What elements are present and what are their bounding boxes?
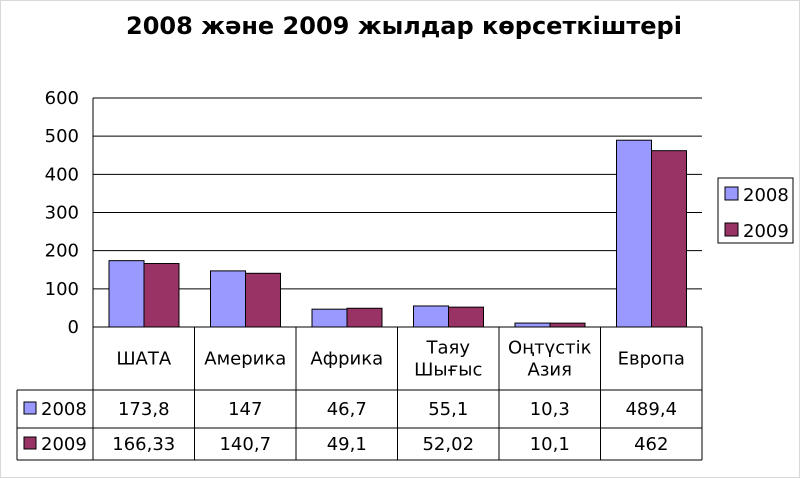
data-label: 52,02 xyxy=(422,434,474,455)
bar xyxy=(413,305,449,328)
y-tick-label: 0 xyxy=(68,317,79,338)
category-label: Америка xyxy=(204,349,286,370)
bar xyxy=(143,263,180,328)
y-tick-label: 100 xyxy=(45,279,79,300)
y-tick-label: 200 xyxy=(45,241,79,262)
category-label: Таяу xyxy=(425,338,470,359)
y-tick-label: 400 xyxy=(45,164,79,185)
bar xyxy=(311,308,348,328)
series-key xyxy=(23,401,37,415)
bar xyxy=(616,139,652,328)
bar xyxy=(346,307,383,328)
data-label: 49,1 xyxy=(327,434,367,455)
row-label: 2009 xyxy=(41,434,87,455)
data-label: 173,8 xyxy=(118,399,170,420)
category-label: Африка xyxy=(310,349,383,370)
category-label: Шығыс xyxy=(414,360,482,381)
bar xyxy=(514,322,551,328)
data-label: 10,1 xyxy=(530,434,570,455)
legend-swatch xyxy=(724,222,739,237)
chart-title: 2008 және 2009 жылдар көрсеткіштері xyxy=(126,12,682,40)
series-key xyxy=(23,436,37,450)
bar xyxy=(210,270,246,328)
y-tick-label: 500 xyxy=(45,126,79,147)
category-label: Оңтүстік xyxy=(508,338,592,359)
y-tick-label: 300 xyxy=(45,203,79,224)
data-label: 10,3 xyxy=(530,399,570,420)
data-label: 147 xyxy=(228,399,262,420)
category-label: Азия xyxy=(528,360,572,381)
bar xyxy=(108,260,145,328)
legend-label: 2009 xyxy=(743,221,789,242)
bar xyxy=(651,150,687,328)
data-label: 46,7 xyxy=(327,399,367,420)
category-label: Европа xyxy=(618,349,685,370)
data-label: 166,33 xyxy=(112,434,175,455)
data-label: 140,7 xyxy=(219,434,271,455)
data-label: 462 xyxy=(634,434,668,455)
bar xyxy=(448,306,484,328)
bar xyxy=(549,322,586,328)
data-label: 55,1 xyxy=(428,399,468,420)
data-label: 489,4 xyxy=(625,399,677,420)
legend-label: 2008 xyxy=(743,185,789,206)
legend-swatch xyxy=(724,186,739,201)
row-label: 2008 xyxy=(41,399,87,420)
category-label: ШАТА xyxy=(116,349,172,370)
bar xyxy=(245,272,281,328)
y-tick-label: 600 xyxy=(45,88,79,109)
